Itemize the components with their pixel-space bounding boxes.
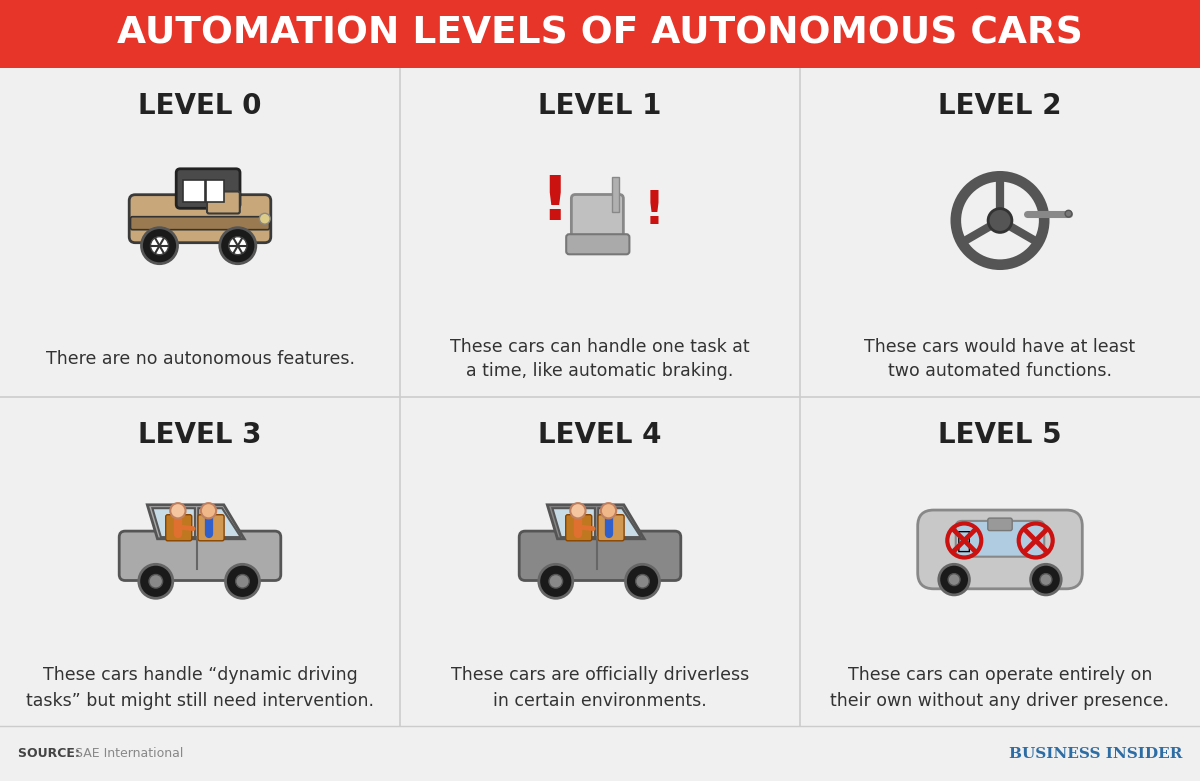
Text: There are no autonomous features.: There are no autonomous features. [46,350,354,368]
Text: SOURCE:: SOURCE: [18,747,84,760]
FancyBboxPatch shape [598,515,624,540]
Circle shape [149,575,163,588]
FancyBboxPatch shape [571,194,623,251]
Text: These cars can handle one task at
a time, like automatic braking.: These cars can handle one task at a time… [450,337,750,380]
Bar [612,177,619,212]
FancyBboxPatch shape [918,510,1082,589]
Circle shape [170,503,186,519]
Text: LEVEL 1: LEVEL 1 [539,92,661,120]
Text: These cars are officially driverless
in certain environments.: These cars are officially driverless in … [451,666,749,709]
Circle shape [988,209,1012,233]
Polygon shape [547,505,644,539]
Text: These cars would have at least
two automated functions.: These cars would have at least two autom… [864,337,1135,380]
Circle shape [229,237,247,255]
Circle shape [139,565,173,598]
Circle shape [948,574,960,586]
Text: AUTOMATION LEVELS OF AUTONOMOUS CARS: AUTOMATION LEVELS OF AUTONOMOUS CARS [118,16,1082,52]
Circle shape [1066,210,1072,217]
FancyBboxPatch shape [166,515,192,540]
FancyBboxPatch shape [208,191,240,213]
Text: These cars handle “dynamic driving
tasks” but might still need intervention.: These cars handle “dynamic driving tasks… [26,666,374,709]
Text: LEVEL 5: LEVEL 5 [938,421,1062,449]
Polygon shape [152,508,194,537]
Polygon shape [198,508,241,537]
Circle shape [625,565,660,598]
Text: SAE International: SAE International [74,747,184,760]
Text: BUSINESS INSIDER: BUSINESS INSIDER [1009,747,1182,761]
Circle shape [601,503,616,519]
Circle shape [200,503,216,519]
FancyBboxPatch shape [182,180,205,201]
Text: !: ! [540,173,569,233]
Text: LEVEL 2: LEVEL 2 [938,92,1062,120]
Circle shape [1031,565,1061,595]
Text: LEVEL 4: LEVEL 4 [539,421,661,449]
FancyBboxPatch shape [566,234,630,255]
Circle shape [539,565,572,598]
Circle shape [1040,574,1052,586]
Circle shape [235,575,250,588]
Circle shape [570,503,586,519]
FancyBboxPatch shape [131,216,270,230]
FancyBboxPatch shape [988,518,1013,530]
FancyBboxPatch shape [565,515,592,540]
Circle shape [226,565,259,598]
Polygon shape [148,505,245,539]
Circle shape [142,228,178,264]
Polygon shape [552,508,595,537]
FancyBboxPatch shape [176,169,240,209]
Circle shape [938,565,970,595]
FancyBboxPatch shape [198,515,224,540]
FancyBboxPatch shape [130,194,271,243]
FancyBboxPatch shape [206,180,224,201]
Text: LEVEL 3: LEVEL 3 [138,421,262,449]
FancyBboxPatch shape [955,521,1044,557]
Text: !: ! [644,189,665,234]
Text: These cars can operate entirely on
their own without any driver presence.: These cars can operate entirely on their… [830,666,1170,709]
Text: LEVEL 0: LEVEL 0 [138,92,262,120]
Text: 👍: 👍 [958,529,971,552]
Circle shape [636,575,649,588]
Circle shape [550,575,563,588]
Circle shape [150,237,168,255]
Circle shape [220,228,256,264]
FancyBboxPatch shape [119,531,281,580]
Bar [0,0,1200,68]
Circle shape [259,213,270,224]
FancyBboxPatch shape [520,531,680,580]
Polygon shape [599,508,641,537]
